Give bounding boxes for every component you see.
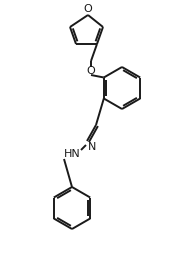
Text: N: N	[88, 142, 96, 152]
Text: O: O	[87, 66, 95, 76]
Text: O: O	[84, 4, 92, 14]
Text: HN: HN	[64, 149, 80, 159]
